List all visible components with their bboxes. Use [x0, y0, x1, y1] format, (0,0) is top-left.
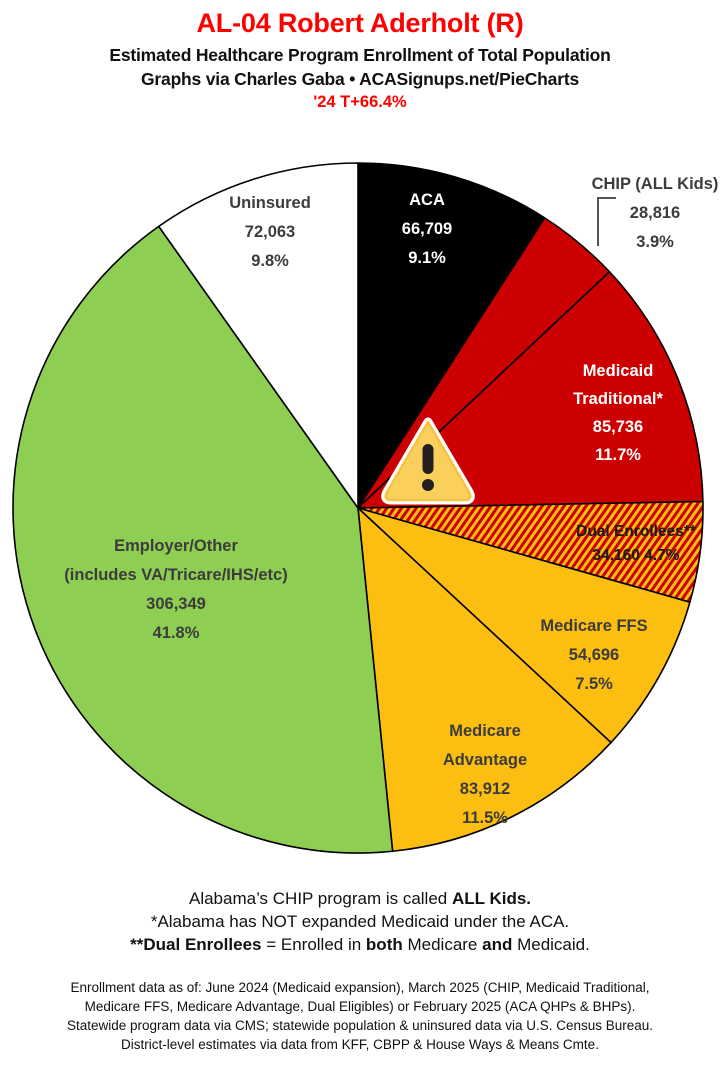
svg-text:72,063: 72,063: [245, 223, 295, 241]
svg-text:Medicaid: Medicaid: [583, 362, 654, 380]
slice-label-medicare-ffs: Medicare FFS 54,696 7.5%: [540, 617, 647, 693]
svg-text:Uninsured: Uninsured: [229, 194, 311, 212]
source-line-2: Medicare FFS, Medicare Advantage, Dual E…: [84, 999, 636, 1015]
pie-slice-aca[interactable]: [357, 162, 546, 509]
slice-label-aca: ACA 66,709 9.1%: [402, 191, 452, 267]
svg-text:Advantage: Advantage: [443, 751, 527, 769]
pie-slice-employer_other[interactable]: [12, 225, 394, 854]
pie-chart: Uninsured 72,063 9.8% ACA 66,709 9.1% CH…: [12, 162, 719, 854]
warning-triangle-icon: [381, 417, 475, 505]
svg-text:34,160 4.7%: 34,160 4.7%: [592, 547, 679, 564]
svg-text:54,696: 54,696: [569, 646, 619, 664]
svg-text:Employer/Other: Employer/Other: [114, 537, 238, 555]
source-line-4: District-level estimates via data from K…: [121, 1037, 599, 1053]
slice-label-medicaid-traditional: Medicaid Traditional* 85,736 11.7%: [573, 362, 663, 464]
chart-notes: Alabama’s CHIP program is called ALL Kid…: [0, 888, 720, 956]
svg-text:28,816: 28,816: [630, 204, 680, 222]
svg-text:306,349: 306,349: [146, 595, 206, 613]
svg-text:Traditional*: Traditional*: [573, 390, 663, 408]
pie-slice-medicare_advantage[interactable]: [357, 507, 612, 853]
chip-leader-line: [597, 197, 616, 246]
svg-text:CHIP (ALL Kids): CHIP (ALL Kids): [592, 175, 719, 193]
source-line-1: Enrollment data as of: June 2024 (Medica…: [70, 980, 650, 995]
swing-label: '24 T+66.4%: [313, 93, 407, 112]
chart-subtitle: Estimated Healthcare Program Enrollment …: [109, 45, 611, 66]
svg-text:41.8%: 41.8%: [153, 624, 200, 642]
slice-label-dual-enrollees: Dual Enrollees** 34,160 4.7%: [576, 523, 697, 564]
svg-text:3.9%: 3.9%: [636, 233, 674, 251]
svg-text:85,736: 85,736: [593, 418, 643, 436]
pie-slice-medicare_ffs[interactable]: [357, 507, 691, 744]
chart-attribution: Graphs via Charles Gaba • ACASignups.net…: [141, 68, 579, 89]
svg-text:ACA: ACA: [409, 191, 445, 209]
note-line-1: Alabama’s CHIP program is called ALL Kid…: [188, 889, 532, 908]
chart-header: AL-04 Robert Aderholt (R) Estimated Heal…: [0, 0, 720, 113]
source-line-3: Statewide program data via CMS; statewid…: [66, 1018, 654, 1034]
svg-text:11.7%: 11.7%: [595, 446, 641, 464]
pie-chart-container: Uninsured 72,063 9.8% ACA 66,709 9.1% CH…: [0, 148, 720, 878]
pie-slice-uninsured[interactable]: [157, 162, 359, 509]
chart-source: Enrollment data as of: June 2024 (Medica…: [0, 978, 720, 1055]
svg-text:Medicare FFS: Medicare FFS: [540, 617, 647, 635]
note-line-2: *Alabama has NOT expanded Medicaid under…: [150, 911, 570, 931]
slice-label-employer-other: Employer/Other (includes VA/Tricare/IHS/…: [64, 537, 287, 642]
slice-label-chip: CHIP (ALL Kids) 28,816 3.9%: [592, 175, 719, 251]
svg-text:7.5%: 7.5%: [575, 675, 613, 693]
svg-text:9.1%: 9.1%: [408, 249, 446, 267]
svg-text:Medicare: Medicare: [449, 722, 521, 740]
svg-text:11.5%: 11.5%: [462, 809, 508, 827]
svg-text:(includes VA/Tricare/IHS/etc): (includes VA/Tricare/IHS/etc): [64, 566, 287, 584]
slice-label-medicare-advantage: Medicare Advantage 83,912 11.5%: [443, 722, 527, 827]
svg-text:9.8%: 9.8%: [251, 252, 289, 270]
slice-label-uninsured: Uninsured 72,063 9.8%: [229, 194, 311, 270]
page-title: AL-04 Robert Aderholt (R): [196, 8, 524, 38]
svg-text:Dual Enrollees**: Dual Enrollees**: [576, 523, 697, 540]
svg-text:66,709: 66,709: [402, 220, 452, 238]
note-line-3: **Dual Enrollees = Enrolled in both Medi…: [130, 934, 590, 954]
svg-text:83,912: 83,912: [460, 780, 510, 798]
